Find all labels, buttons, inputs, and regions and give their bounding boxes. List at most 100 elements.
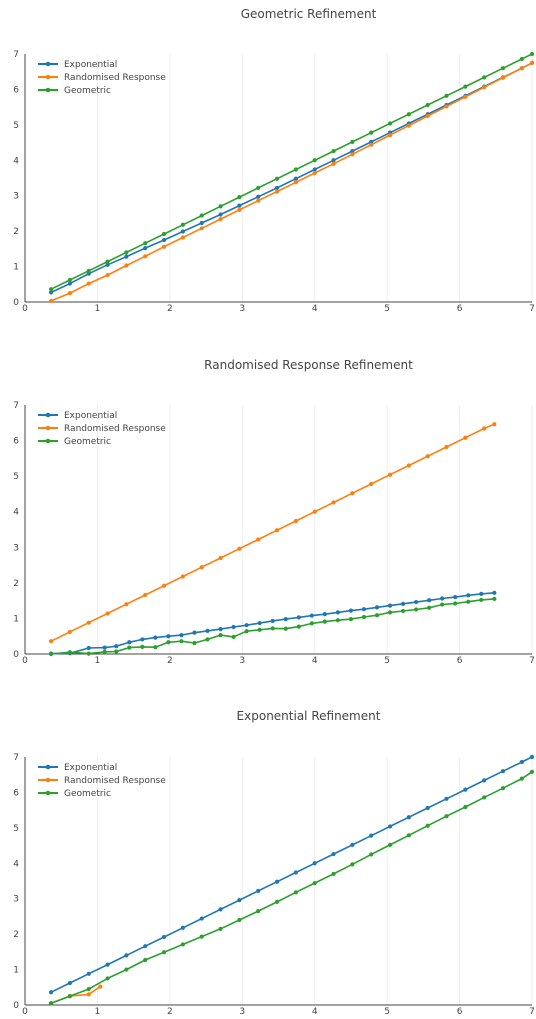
legend-label-geometric: Geometric bbox=[64, 789, 111, 799]
data-point-geometric bbox=[124, 967, 129, 972]
y-tick-label: 3 bbox=[13, 543, 19, 553]
x-tick-label: 7 bbox=[529, 1007, 535, 1017]
data-point-exponential bbox=[199, 916, 204, 921]
data-point-geometric bbox=[529, 769, 535, 774]
data-point-exponential bbox=[369, 833, 374, 838]
y-tick-label: 2 bbox=[13, 930, 19, 940]
data-point-randomised-response bbox=[218, 216, 223, 222]
data-point-geometric bbox=[140, 644, 145, 649]
data-point-geometric bbox=[48, 287, 54, 292]
x-tick-label: 0 bbox=[22, 656, 28, 666]
data-point-exponential bbox=[86, 645, 91, 651]
data-point-exponential bbox=[105, 262, 110, 267]
data-point-exponential bbox=[519, 759, 524, 765]
y-tick-label: 1 bbox=[13, 263, 19, 273]
data-point-exponential bbox=[463, 787, 468, 792]
data-point-exponential bbox=[440, 596, 445, 601]
data-point-geometric bbox=[86, 268, 91, 273]
y-tick-label: 5 bbox=[13, 121, 19, 131]
data-point-exponential bbox=[466, 593, 471, 598]
data-point-exponential bbox=[205, 628, 210, 633]
data-point-exponential bbox=[348, 608, 354, 613]
data-point-randomised-response bbox=[124, 263, 129, 268]
data-point-exponential bbox=[529, 754, 535, 760]
data-point-geometric bbox=[312, 158, 317, 163]
data-point-randomised-response bbox=[161, 583, 167, 588]
data-point-geometric bbox=[48, 1001, 54, 1006]
data-point-geometric bbox=[218, 926, 223, 931]
data-point-geometric bbox=[199, 934, 204, 939]
data-point-exponential bbox=[350, 148, 355, 154]
data-point-exponential bbox=[293, 870, 298, 875]
data-point-randomised-response bbox=[293, 518, 298, 524]
chart-exponential-refinement: Exponential Refinement 0 1 2 3 4 5 6 7 0 1 2 3 4 5 6 7 Ex… bbox=[13, 709, 535, 1017]
data-point-geometric bbox=[444, 814, 449, 819]
x-tick-label: 4 bbox=[312, 1007, 318, 1017]
data-point-exponential bbox=[270, 618, 275, 624]
data-point-geometric bbox=[293, 167, 298, 172]
data-point-geometric bbox=[425, 102, 430, 108]
data-point-geometric bbox=[387, 610, 393, 615]
data-point-exponential bbox=[387, 603, 393, 608]
data-point-randomised-response bbox=[444, 444, 449, 450]
x-tick-label: 5 bbox=[384, 304, 390, 314]
data-point-exponential bbox=[102, 645, 107, 650]
data-point-randomised-response bbox=[293, 180, 298, 185]
data-point-exponential bbox=[153, 635, 158, 640]
y-tick-label: 0 bbox=[13, 298, 19, 308]
data-point-geometric bbox=[161, 950, 167, 955]
data-point-geometric bbox=[425, 823, 430, 828]
x-tick-label: 1 bbox=[95, 656, 101, 666]
data-point-randomised-response bbox=[350, 491, 355, 496]
legend-marker-randomised-response bbox=[45, 74, 51, 80]
data-point-geometric bbox=[166, 640, 171, 645]
data-point-randomised-response bbox=[519, 66, 524, 71]
data-point-randomised-response bbox=[425, 113, 430, 119]
data-point-geometric bbox=[361, 614, 367, 620]
x-tick-label: 4 bbox=[312, 656, 318, 666]
data-point-geometric bbox=[322, 619, 327, 624]
data-point-geometric bbox=[143, 241, 148, 246]
data-point-geometric bbox=[218, 633, 223, 638]
data-point-exponential bbox=[374, 605, 380, 610]
data-point-geometric bbox=[335, 618, 340, 623]
y-tick-label: 7 bbox=[13, 50, 19, 60]
legend-label-geometric: Geometric bbox=[64, 86, 111, 96]
data-point-geometric bbox=[500, 786, 506, 791]
series-line-geometric bbox=[51, 598, 495, 655]
chart-panel-randomised-response-refinement: Randomised Response Refinement 0 1 2 3 4 5 6 7 0 1… bbox=[0, 350, 536, 670]
data-point-randomised-response bbox=[350, 152, 355, 157]
data-point-exponential bbox=[127, 640, 132, 645]
chart-geometric-refinement: Geometric Refinement 0 1 2 3 4 5 6 7 0 1 2 3 4 5 6 7 Expo… bbox=[13, 7, 535, 314]
data-point-exponential bbox=[199, 220, 204, 226]
data-point-exponential bbox=[161, 237, 167, 243]
data-point-randomised-response bbox=[105, 611, 110, 616]
data-point-randomised-response bbox=[67, 629, 73, 635]
data-point-geometric bbox=[312, 881, 317, 886]
data-point-exponential bbox=[283, 617, 288, 622]
legend-label-exponential: Exponential bbox=[64, 60, 117, 70]
data-point-geometric bbox=[466, 599, 471, 604]
data-point-randomised-response bbox=[161, 244, 167, 249]
y-tick-label: 3 bbox=[13, 895, 19, 905]
chart-title: Geometric Refinement bbox=[241, 7, 377, 21]
data-point-geometric bbox=[350, 862, 355, 867]
data-point-exponential bbox=[180, 925, 185, 930]
y-tick-label: 3 bbox=[13, 192, 19, 202]
data-point-geometric bbox=[387, 121, 393, 126]
x-tick-label: 2 bbox=[167, 304, 173, 314]
data-point-geometric bbox=[48, 651, 54, 657]
data-point-exponential bbox=[350, 842, 355, 847]
data-point-geometric bbox=[127, 645, 132, 650]
y-tick-label: 6 bbox=[13, 788, 19, 798]
y-tick-label: 2 bbox=[13, 227, 19, 237]
data-point-exponential bbox=[161, 934, 167, 940]
chart-title: Exponential Refinement bbox=[237, 709, 381, 723]
x-tick-label: 0 bbox=[22, 1007, 28, 1017]
x-tick-label: 0 bbox=[22, 304, 28, 314]
data-point-exponential bbox=[237, 203, 242, 208]
x-tick-label: 2 bbox=[167, 1007, 173, 1017]
x-tick-label: 3 bbox=[239, 656, 245, 666]
data-point-geometric bbox=[86, 651, 91, 656]
data-point-geometric bbox=[374, 613, 380, 618]
